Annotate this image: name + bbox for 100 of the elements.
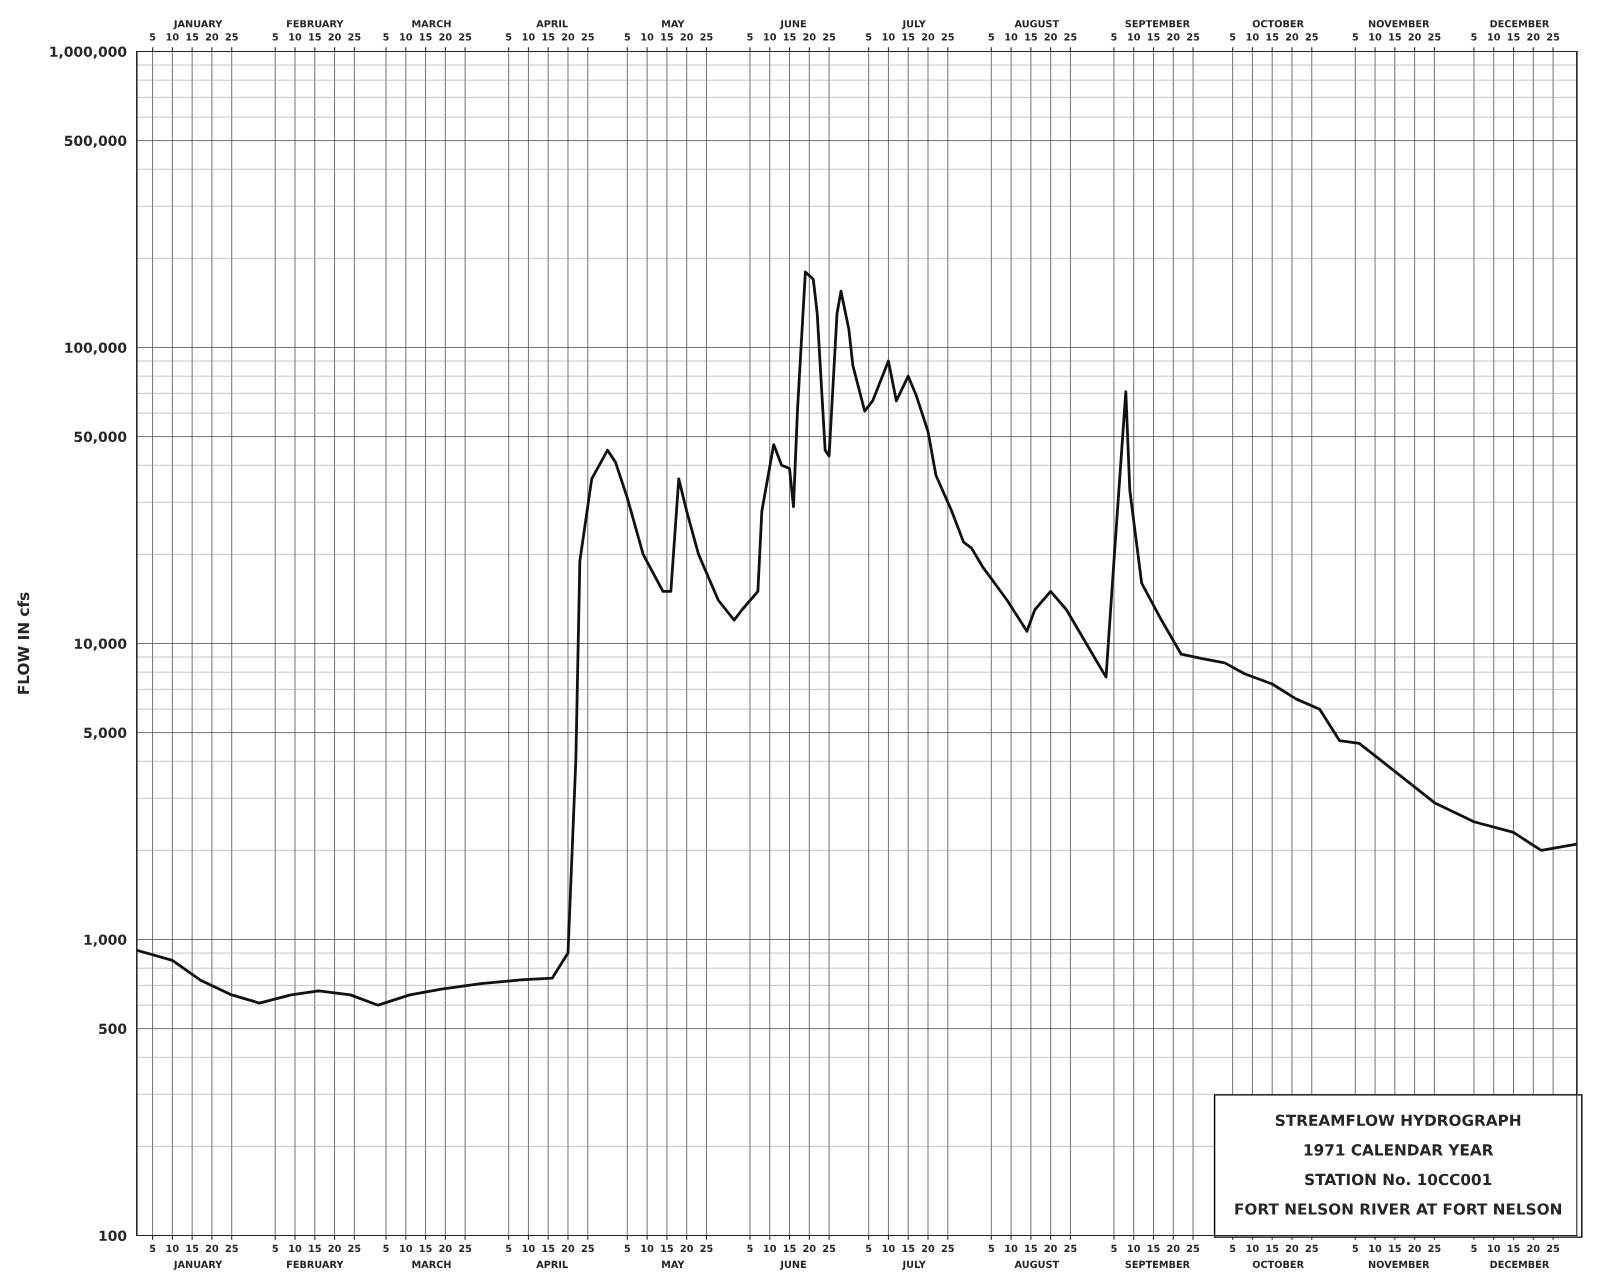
x2-tick-label: 15	[1507, 33, 1520, 41]
x2-tick-label: 10	[522, 33, 535, 41]
x-tick-label: 10	[289, 1244, 302, 1253]
x2-tick-label: 10	[764, 33, 777, 41]
x2-tick-label: 10	[1005, 33, 1018, 41]
x-tick-label: 10	[166, 1244, 179, 1253]
x-tick-label: 15	[419, 1244, 432, 1253]
x2-tick-label: 5	[1352, 33, 1358, 41]
x2-tick-label: 15	[309, 33, 321, 41]
x-tick-label: 25	[700, 1244, 713, 1253]
x2-tick-label: 10	[1128, 33, 1141, 41]
x2-tick-label: 15	[902, 33, 915, 41]
x2-tick-label: 5	[1111, 33, 1117, 41]
text: SEPTEMBER	[1125, 20, 1190, 28]
x-tick-label: 20	[922, 1244, 935, 1253]
x-tick-label: 25	[581, 1244, 594, 1253]
x2-tick-label: 5	[866, 33, 872, 41]
x-tick-label: 5	[383, 1244, 389, 1253]
x2-tick-label: 15	[419, 33, 432, 41]
x-tick-label: 25	[1547, 1244, 1560, 1253]
x-tick-label: 20	[1408, 1244, 1421, 1253]
x-tick-label: 25	[1428, 1244, 1441, 1253]
x-tick-label: 5	[149, 1244, 156, 1253]
x-tick-label: 25	[941, 1244, 954, 1253]
text: JANUARY	[173, 1260, 223, 1270]
x-tick-label: 20	[1167, 1244, 1180, 1253]
x-tick-label: 15	[1507, 1244, 1520, 1253]
x2-tick-label: 20	[561, 33, 575, 41]
x2-tick-label: 25	[941, 33, 954, 41]
x2-tick-label: 20	[1167, 33, 1180, 41]
x2-tick-label: 25	[1547, 33, 1560, 41]
annotation: 1971 CALENDAR YEAR	[1304, 1144, 1494, 1156]
x-tick-label: 10	[641, 1244, 654, 1253]
x2-tick-label: 15	[542, 33, 555, 41]
x2-tick-label: 25	[581, 33, 594, 41]
text: SEPTEMBER	[1125, 1260, 1190, 1269]
x-tick-label: 20	[1527, 1244, 1540, 1253]
text: AUGUST	[1014, 1260, 1060, 1269]
x2-tick-label: 10	[166, 33, 179, 41]
x2-tick-label: 20	[1285, 33, 1299, 41]
x-tick-label: 5	[1230, 1244, 1236, 1253]
text: FEBRUARY	[287, 1260, 344, 1269]
text: JUNE	[779, 1260, 806, 1270]
text: APRIL	[536, 20, 568, 28]
x2-tick-label: 25	[1305, 33, 1318, 41]
x-tick-label: 5	[506, 1244, 512, 1253]
x2-tick-label: 10	[289, 33, 302, 41]
text: JULY	[902, 1260, 926, 1270]
annotation: STATION No. 10CC001	[1305, 1173, 1492, 1186]
x-tick-label: 15	[902, 1244, 915, 1253]
x2-tick-label: 15	[1147, 33, 1160, 41]
x-tick-label: 10	[522, 1244, 535, 1253]
x-tick-label: 25	[459, 1244, 472, 1253]
text: JUNE	[779, 20, 806, 30]
x-tick-label: 25	[823, 1244, 836, 1253]
x-tick-label: 15	[1025, 1244, 1037, 1253]
x2-tick-label: 20	[680, 33, 693, 41]
x2-tick-label: 20	[1044, 33, 1057, 41]
x-tick-label: 5	[747, 1244, 753, 1253]
x2-tick-label: 5	[506, 33, 512, 41]
x2-tick-label: 5	[1471, 33, 1477, 41]
x-tick-label: 5	[1111, 1244, 1117, 1253]
x2-tick-label: 15	[661, 33, 673, 41]
text: NOVEMBER	[1368, 20, 1430, 28]
x2-tick-label: 25	[1428, 33, 1441, 41]
x2-tick-label: 15	[783, 33, 796, 41]
x-tick-label: 10	[882, 1244, 895, 1253]
text: NOVEMBER	[1368, 1260, 1430, 1269]
x-tick-label: 20	[205, 1244, 219, 1253]
x2-tick-label: 5	[624, 33, 631, 41]
x-tick-label: 15	[661, 1244, 673, 1253]
x2-tick-label: 15	[1025, 33, 1037, 41]
x2-tick-label: 15	[1266, 33, 1279, 41]
y-tick-label: 5,000	[84, 727, 127, 740]
y-axis-title: FLOW IN cfs	[17, 592, 30, 694]
text: AUGUST	[1014, 20, 1060, 28]
x-tick-label: 10	[400, 1244, 413, 1253]
x2-tick-label: 25	[700, 33, 713, 41]
x-tick-label: 15	[1266, 1244, 1279, 1253]
x-tick-label: 10	[1005, 1244, 1018, 1253]
x-tick-label: 5	[624, 1244, 631, 1253]
x-tick-label: 5	[1352, 1244, 1358, 1253]
text: MAY	[662, 1260, 685, 1268]
x-tick-label: 15	[542, 1244, 555, 1253]
x2-tick-label: 5	[1230, 33, 1236, 41]
x2-tick-label: 20	[1408, 33, 1421, 41]
x2-tick-label: 20	[205, 33, 219, 41]
x2-tick-label: 5	[149, 33, 156, 41]
y-tick-label: 1,000,000	[50, 46, 127, 59]
x-tick-label: 20	[561, 1244, 575, 1253]
text: FEBRUARY	[287, 20, 344, 28]
y-tick-label: 500	[99, 1023, 127, 1035]
text: JULY	[902, 20, 926, 30]
x2-tick-label: 20	[1527, 33, 1540, 41]
x-tick-label: 25	[1187, 1244, 1200, 1253]
x2-tick-label: 25	[823, 33, 836, 41]
x-tick-label: 15	[309, 1244, 321, 1253]
x2-tick-label: 25	[348, 33, 361, 41]
x-tick-label: 25	[1305, 1244, 1318, 1253]
x-tick-label: 20	[439, 1244, 452, 1253]
